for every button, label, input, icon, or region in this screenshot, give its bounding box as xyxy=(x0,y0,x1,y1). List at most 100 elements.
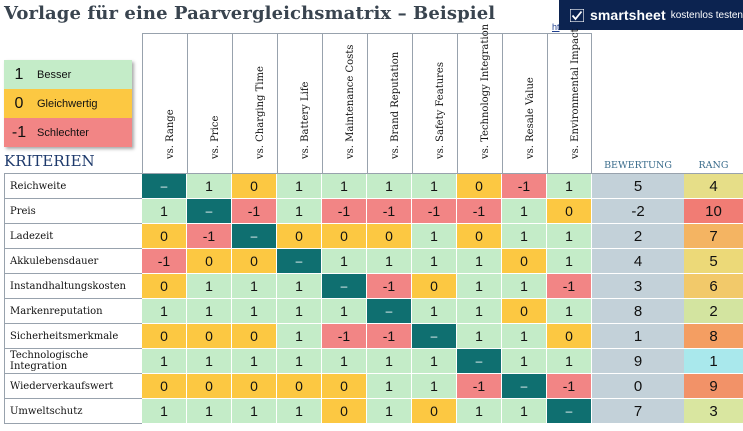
comparison-cell[interactable]: 1 xyxy=(142,349,187,374)
comparison-cell[interactable]: 0 xyxy=(142,374,187,399)
comparison-cell[interactable]: – xyxy=(277,249,322,274)
comparison-cell[interactable]: – xyxy=(187,199,232,224)
comparison-cell[interactable]: – xyxy=(412,324,457,349)
comparison-cell[interactable]: 1 xyxy=(277,349,322,374)
comparison-cell[interactable]: 1 xyxy=(187,174,232,199)
comparison-cell[interactable]: 1 xyxy=(547,249,592,274)
comparison-cell[interactable]: 1 xyxy=(142,399,187,424)
comparison-cell[interactable]: 1 xyxy=(547,174,592,199)
comparison-cell[interactable]: 0 xyxy=(142,324,187,349)
comparison-cell[interactable]: – xyxy=(367,299,412,324)
comparison-cell[interactable]: 1 xyxy=(277,274,322,299)
comparison-cell[interactable]: 0 xyxy=(142,274,187,299)
comparison-cell[interactable]: – xyxy=(457,349,502,374)
comparison-cell[interactable]: 1 xyxy=(232,349,277,374)
comparison-cell[interactable]: 0 xyxy=(412,399,457,424)
comparison-cell[interactable]: 0 xyxy=(232,174,277,199)
comparison-cell[interactable]: 0 xyxy=(322,399,367,424)
comparison-cell[interactable]: 1 xyxy=(412,299,457,324)
comparison-cell[interactable]: 1 xyxy=(412,249,457,274)
comparison-cell[interactable]: 1 xyxy=(412,349,457,374)
comparison-cell[interactable]: 1 xyxy=(322,249,367,274)
comparison-cell[interactable]: 1 xyxy=(142,199,187,224)
comparison-cell[interactable]: 1 xyxy=(502,324,547,349)
comparison-cell[interactable]: 1 xyxy=(367,249,412,274)
comparison-cell[interactable]: -1 xyxy=(502,174,547,199)
comparison-cell[interactable]: 1 xyxy=(187,274,232,299)
comparison-cell[interactable]: 1 xyxy=(547,224,592,249)
comparison-cell[interactable]: -1 xyxy=(547,374,592,399)
comparison-cell[interactable]: – xyxy=(322,274,367,299)
comparison-cell[interactable]: 0 xyxy=(367,224,412,249)
comparison-cell[interactable]: – xyxy=(232,224,277,249)
comparison-cell[interactable]: 1 xyxy=(412,174,457,199)
comparison-cell[interactable]: 1 xyxy=(367,374,412,399)
comparison-cell[interactable]: 1 xyxy=(502,274,547,299)
comparison-cell[interactable]: -1 xyxy=(142,249,187,274)
comparison-cell[interactable]: 0 xyxy=(457,224,502,249)
comparison-cell[interactable]: -1 xyxy=(412,199,457,224)
comparison-cell[interactable]: 1 xyxy=(502,224,547,249)
comparison-cell[interactable]: 1 xyxy=(232,299,277,324)
comparison-cell[interactable]: -1 xyxy=(367,199,412,224)
comparison-cell[interactable]: 1 xyxy=(322,299,367,324)
comparison-cell[interactable]: 0 xyxy=(277,224,322,249)
comparison-cell[interactable]: 1 xyxy=(277,324,322,349)
comparison-cell[interactable]: 1 xyxy=(502,349,547,374)
comparison-cell[interactable]: 0 xyxy=(142,224,187,249)
comparison-cell[interactable]: 0 xyxy=(187,374,232,399)
comparison-cell[interactable]: 1 xyxy=(322,174,367,199)
comparison-cell[interactable]: 1 xyxy=(187,399,232,424)
comparison-cell[interactable]: 1 xyxy=(367,349,412,374)
comparison-cell[interactable]: 0 xyxy=(232,249,277,274)
comparison-cell[interactable]: 0 xyxy=(412,274,457,299)
comparison-cell[interactable]: 1 xyxy=(412,224,457,249)
comparison-cell[interactable]: 0 xyxy=(187,324,232,349)
comparison-cell[interactable]: 1 xyxy=(277,399,322,424)
comparison-cell[interactable]: 1 xyxy=(502,199,547,224)
comparison-cell[interactable]: 1 xyxy=(412,374,457,399)
comparison-cell[interactable]: -1 xyxy=(547,274,592,299)
comparison-cell[interactable]: 0 xyxy=(187,249,232,274)
comparison-cell[interactable]: 0 xyxy=(322,224,367,249)
comparison-cell[interactable]: 1 xyxy=(457,274,502,299)
smartsheet-banner[interactable]: smartsheet kostenlos testen xyxy=(559,0,743,30)
comparison-cell[interactable]: -1 xyxy=(322,324,367,349)
comparison-cell[interactable]: 0 xyxy=(232,374,277,399)
comparison-cell[interactable]: 0 xyxy=(502,299,547,324)
comparison-cell[interactable]: 0 xyxy=(232,324,277,349)
comparison-cell[interactable]: 1 xyxy=(322,349,367,374)
comparison-cell[interactable]: – xyxy=(502,374,547,399)
comparison-cell[interactable]: 0 xyxy=(457,174,502,199)
comparison-cell[interactable]: 1 xyxy=(547,299,592,324)
comparison-cell[interactable]: 1 xyxy=(457,399,502,424)
comparison-cell[interactable]: 1 xyxy=(277,199,322,224)
comparison-cell[interactable]: 0 xyxy=(502,249,547,274)
comparison-cell[interactable]: 1 xyxy=(367,174,412,199)
comparison-cell[interactable]: -1 xyxy=(367,324,412,349)
comparison-cell[interactable]: 1 xyxy=(457,299,502,324)
comparison-cell[interactable]: 0 xyxy=(277,374,322,399)
comparison-cell[interactable]: 0 xyxy=(547,324,592,349)
comparison-cell[interactable]: 1 xyxy=(457,324,502,349)
comparison-cell[interactable]: 0 xyxy=(322,374,367,399)
comparison-cell[interactable]: -1 xyxy=(457,374,502,399)
comparison-cell[interactable]: -1 xyxy=(232,199,277,224)
comparison-cell[interactable]: 1 xyxy=(502,399,547,424)
comparison-cell[interactable]: – xyxy=(142,174,187,199)
comparison-cell[interactable]: 1 xyxy=(457,249,502,274)
comparison-cell[interactable]: 1 xyxy=(232,274,277,299)
comparison-cell[interactable]: 0 xyxy=(547,199,592,224)
comparison-cell[interactable]: -1 xyxy=(367,274,412,299)
header-link[interactable]: ht xyxy=(552,22,560,32)
comparison-cell[interactable]: 1 xyxy=(277,174,322,199)
comparison-cell[interactable]: 1 xyxy=(187,349,232,374)
comparison-cell[interactable]: -1 xyxy=(187,224,232,249)
comparison-cell[interactable]: 1 xyxy=(142,299,187,324)
comparison-cell[interactable]: 1 xyxy=(232,399,277,424)
comparison-cell[interactable]: – xyxy=(547,399,592,424)
comparison-cell[interactable]: 1 xyxy=(547,349,592,374)
comparison-cell[interactable]: 1 xyxy=(187,299,232,324)
comparison-cell[interactable]: -1 xyxy=(322,199,367,224)
comparison-cell[interactable]: 1 xyxy=(367,399,412,424)
